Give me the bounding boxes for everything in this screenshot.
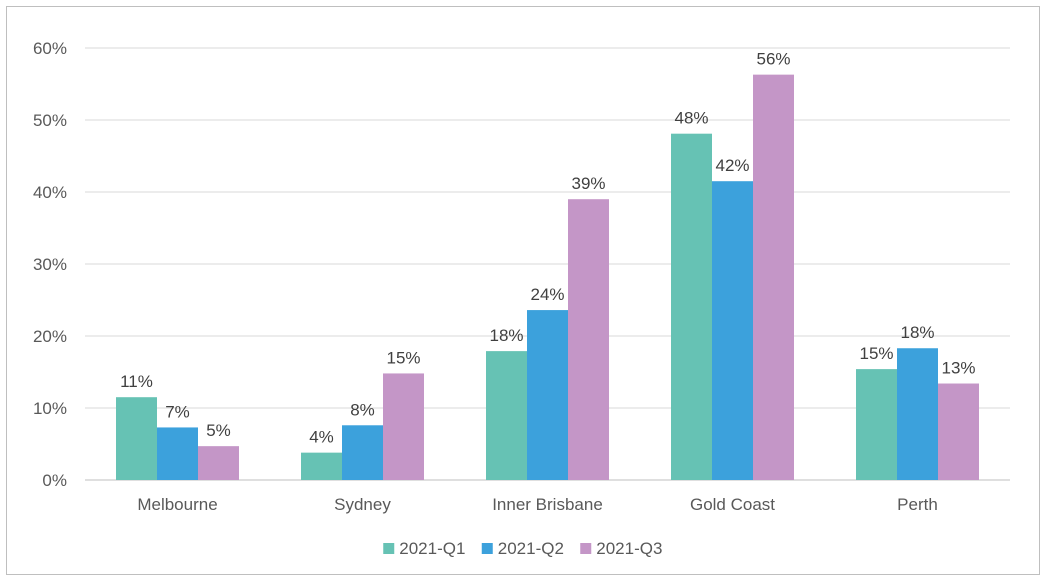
data-label: 15% (386, 348, 420, 367)
data-label: 8% (350, 400, 375, 419)
x-tick-label: Inner Brisbane (492, 495, 603, 514)
bar-2021-q1 (486, 351, 527, 480)
y-tick-label: 20% (33, 327, 67, 346)
y-tick-label: 0% (42, 471, 67, 490)
bar-2021-q1 (856, 369, 897, 480)
data-label: 7% (165, 402, 190, 421)
bar-2021-q3 (753, 74, 794, 480)
data-label: 15% (859, 344, 893, 363)
bar-2021-q2 (157, 427, 198, 480)
bar-2021-q1 (116, 397, 157, 480)
legend-swatch (481, 543, 493, 554)
data-label: 56% (756, 50, 790, 69)
bar-2021-q3 (383, 373, 424, 480)
legend-label: 2021-Q2 (498, 539, 564, 558)
bar-2021-q3 (198, 446, 239, 480)
legend-swatch (383, 543, 395, 554)
legend-label: 2021-Q1 (399, 539, 465, 558)
data-label: 18% (900, 323, 934, 342)
bar-2021-q1 (301, 452, 342, 480)
x-tick-label: Perth (897, 495, 938, 514)
legend-swatch (580, 543, 592, 554)
x-tick-label: Sydney (334, 495, 391, 514)
bar-2021-q2 (342, 425, 383, 480)
y-tick-label: 50% (33, 111, 67, 130)
y-tick-label: 40% (33, 183, 67, 202)
data-label: 48% (674, 109, 708, 128)
data-label: 24% (530, 285, 564, 304)
bar-chart: 0% 10% 20% 30% 40% 50% 60% 11% 7% 5% Melbourne 4% 8%… (33, 39, 1010, 558)
x-tick-label: Melbourne (137, 495, 217, 514)
bar-2021-q2 (897, 348, 938, 480)
y-tick-label: 10% (33, 399, 67, 418)
bar-2021-q2 (712, 181, 753, 480)
chart-frame: 0% 10% 20% 30% 40% 50% 60% 11% 7% 5% Melbourne 4% 8%… (6, 6, 1040, 575)
legend-label: 2021-Q3 (596, 539, 662, 558)
data-label: 39% (571, 174, 605, 193)
bar-2021-q1 (671, 133, 712, 480)
data-label: 42% (715, 156, 749, 175)
bar-2021-q3 (568, 199, 609, 480)
y-tick-label: 60% (33, 39, 67, 58)
data-label: 13% (941, 359, 975, 378)
bar-2021-q2 (527, 310, 568, 480)
data-label: 5% (206, 421, 231, 440)
y-tick-label: 30% (33, 255, 67, 274)
x-tick-label: Gold Coast (690, 495, 775, 514)
data-label: 4% (309, 428, 334, 447)
data-label: 11% (120, 372, 153, 391)
bar-2021-q3 (938, 383, 979, 480)
data-label: 18% (489, 326, 523, 345)
